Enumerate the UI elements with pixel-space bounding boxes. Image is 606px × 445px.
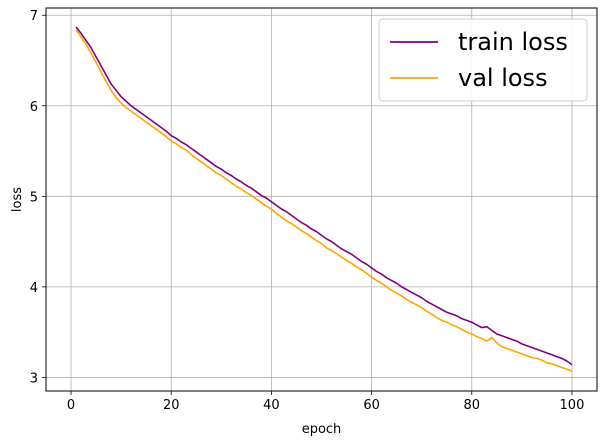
y-tick-label: 4 bbox=[30, 281, 38, 296]
y-tick-label: 5 bbox=[30, 190, 38, 205]
series-line-1 bbox=[75, 26, 573, 366]
x-tick-label: 80 bbox=[463, 398, 480, 413]
x-tick-label: 60 bbox=[363, 398, 380, 413]
y-tick-label: 7 bbox=[30, 9, 38, 24]
legend: train loss val loss bbox=[378, 18, 588, 102]
plot-frame bbox=[45, 7, 598, 392]
y-axis-label: loss bbox=[10, 187, 25, 212]
x-tick-label: 20 bbox=[163, 398, 180, 413]
series-lines bbox=[75, 26, 573, 372]
legend-box bbox=[378, 18, 588, 102]
x-axis-label: epoch bbox=[302, 422, 342, 437]
x-tick-label: 0 bbox=[67, 398, 75, 413]
x-tick-label: 40 bbox=[263, 398, 280, 413]
x-tick-label: 100 bbox=[560, 398, 585, 413]
ticks: 0 20 40 60 80 100 3 4 5 6 7 bbox=[30, 9, 585, 413]
y-tick-label: 3 bbox=[30, 371, 38, 386]
y-tick-label: 6 bbox=[30, 100, 38, 115]
legend-entry-1: train loss bbox=[458, 28, 568, 56]
grid bbox=[46, 8, 597, 391]
legend-entry-2: val loss bbox=[458, 64, 548, 92]
series-line-2 bbox=[75, 29, 573, 372]
